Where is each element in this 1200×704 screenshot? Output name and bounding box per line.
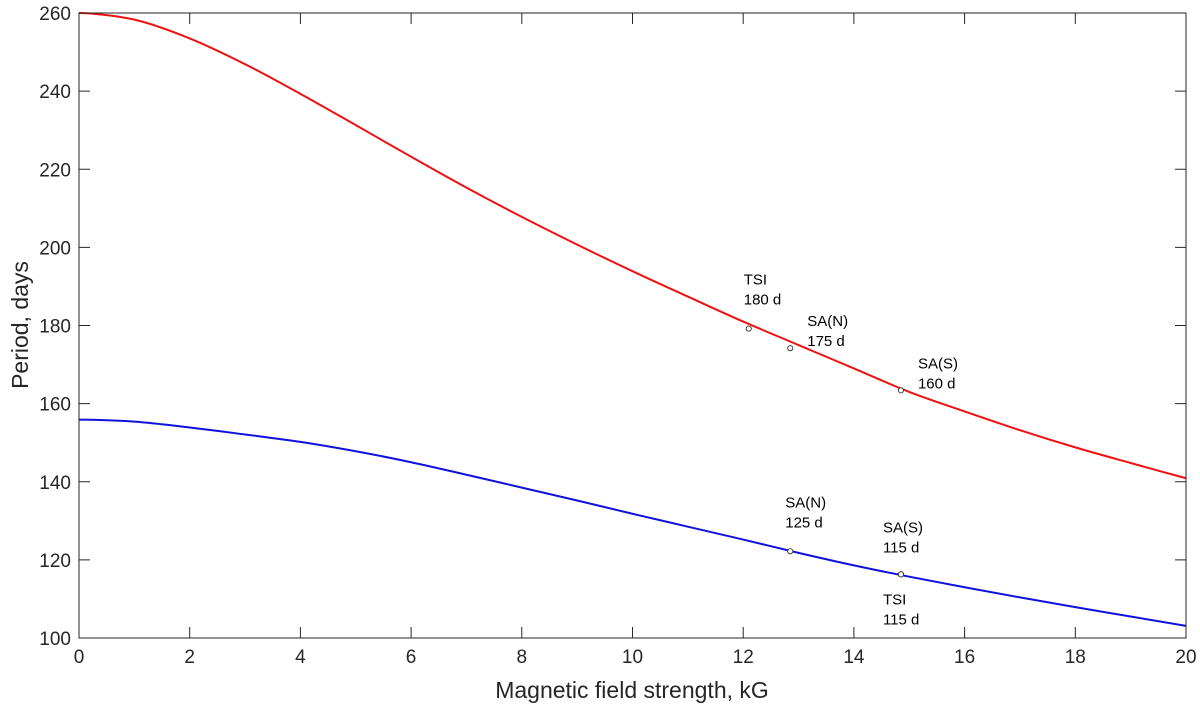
marker-label-6-line-2: 115 d (883, 611, 919, 628)
y-tick-label-220: 220 (39, 160, 71, 181)
marker-label-6-line-1: TSI (883, 591, 906, 608)
marker-label-2-line-2: 175 d (807, 333, 845, 350)
y-tick-label-100: 100 (39, 629, 71, 650)
x-tick-label-2: 2 (184, 647, 195, 668)
y-axis-label: Period, days (7, 261, 33, 389)
x-tick-label-6: 6 (406, 647, 417, 668)
marker-point-4 (787, 548, 794, 555)
marker-point-3 (897, 387, 904, 394)
marker-label-5-line-1: SA(S) (883, 519, 923, 536)
marker-label-5-line-2: 115 d (883, 539, 919, 556)
x-tick-label-18: 18 (1065, 647, 1086, 668)
x-tick-label-12: 12 (733, 647, 754, 668)
series-line-lower (78, 418, 1187, 627)
plot-background (79, 13, 1186, 638)
marker-label-4-line-1: SA(N) (785, 494, 826, 511)
x-tick-label-0: 0 (74, 647, 85, 668)
marker-layer: TSI 180 d SA(N) 175 d SA(S) 160 d SA(N) 125 d SA… (744, 272, 958, 629)
y-tick-label-260: 260 (39, 4, 71, 25)
y-tick-label-240: 240 (39, 82, 71, 103)
x-tick-label-16: 16 (954, 647, 975, 668)
marker-label-1-line-1: TSI (744, 272, 767, 289)
y-tick-label-160: 160 (39, 395, 71, 416)
y-tick-label-180: 180 (39, 317, 71, 338)
x-tick-label-4: 4 (295, 647, 306, 668)
y-tick-label-120: 120 (39, 551, 71, 572)
marker-point-6 (897, 571, 904, 578)
x-tick-label-14: 14 (843, 647, 865, 668)
series-layer (78, 12, 1187, 627)
x-axis-label: Magnetic field strength, kG (495, 677, 769, 703)
marker-point-2 (787, 345, 794, 352)
x-tick-label-20: 20 (1175, 647, 1196, 668)
marker-label-3-line-1: SA(S) (918, 355, 958, 372)
x-tick-label-10: 10 (622, 647, 643, 668)
y-tick-label-140: 140 (39, 473, 71, 494)
y-tick-label-200: 200 (39, 238, 71, 259)
x-tick-label-8: 8 (517, 647, 528, 668)
series-line-upper (78, 12, 1187, 480)
marker-point-1 (745, 325, 752, 332)
marker-label-3-line-2: 160 d (918, 375, 956, 392)
marker-label-2-line-1: SA(N) (807, 313, 848, 330)
axis-layer: 0 2 4 6 8 10 12 14 16 18 20 100 120 140 160 180 200 220 24… (39, 4, 1196, 668)
marker-label-4-line-2: 125 d (785, 514, 823, 531)
marker-label-1-line-2: 180 d (744, 292, 782, 309)
